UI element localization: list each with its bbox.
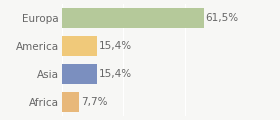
Bar	[62, 64, 97, 84]
Text: 7,7%: 7,7%	[81, 97, 108, 107]
Text: 15,4%: 15,4%	[99, 41, 132, 51]
Text: 61,5%: 61,5%	[206, 13, 239, 23]
Text: 15,4%: 15,4%	[99, 69, 132, 79]
Bar	[62, 8, 204, 28]
Bar	[62, 92, 80, 112]
Bar	[62, 36, 97, 56]
